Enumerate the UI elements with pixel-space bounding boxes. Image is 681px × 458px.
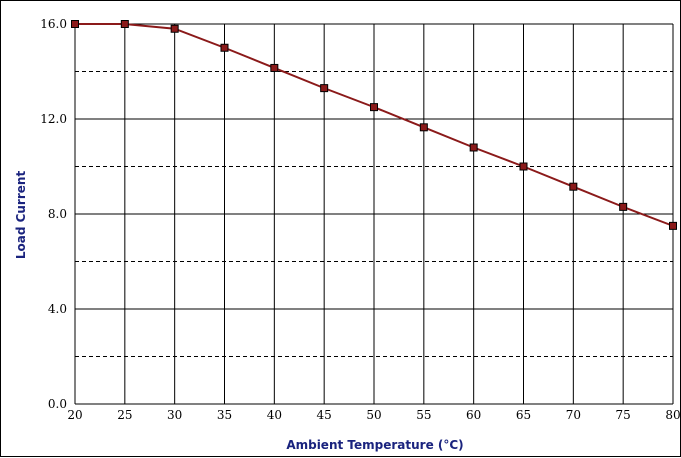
data-point	[669, 221, 677, 230]
y-tick-label: 8.0	[48, 207, 67, 221]
x-tick-label: 75	[616, 408, 631, 422]
y-tick-label: 12.0	[40, 112, 67, 126]
ticks: 20 25 30 35 40 45 50 55 60 65 70 75 80 0.0 4.0 8.0 12.0 1…	[40, 17, 680, 422]
x-tick-label: 45	[317, 408, 332, 422]
data-point	[320, 84, 329, 93]
data-point	[619, 202, 628, 211]
x-tick-label: 35	[217, 408, 232, 422]
data-point	[170, 24, 179, 33]
x-tick-label: 25	[117, 408, 132, 422]
data-point	[220, 43, 229, 52]
data-point	[519, 162, 528, 171]
data-point	[569, 182, 578, 191]
x-tick-label: 50	[366, 408, 381, 422]
x-axis-title: Ambient Temperature (°C)	[286, 438, 463, 452]
x-tick-label: 30	[167, 408, 182, 422]
x-tick-label: 65	[516, 408, 531, 422]
x-tick-label: 70	[566, 408, 581, 422]
y-tick-label: 16.0	[40, 17, 67, 31]
data-point	[370, 103, 378, 112]
x-tick-label: 20	[67, 408, 82, 422]
data-point	[270, 63, 279, 72]
data-point	[120, 20, 129, 28]
data-point	[469, 143, 478, 152]
x-tick-label: 80	[665, 408, 680, 422]
y-tick-label: 0.0	[48, 397, 67, 411]
series	[71, 20, 677, 230]
data-point	[419, 123, 428, 132]
x-tick-label: 60	[466, 408, 481, 422]
x-tick-label: 40	[267, 408, 282, 422]
data-point	[71, 20, 79, 28]
x-tick-label: 55	[416, 408, 431, 422]
grid	[74, 23, 674, 405]
y-tick-label: 4.0	[48, 302, 67, 316]
y-axis-title: Load Current	[14, 171, 28, 260]
